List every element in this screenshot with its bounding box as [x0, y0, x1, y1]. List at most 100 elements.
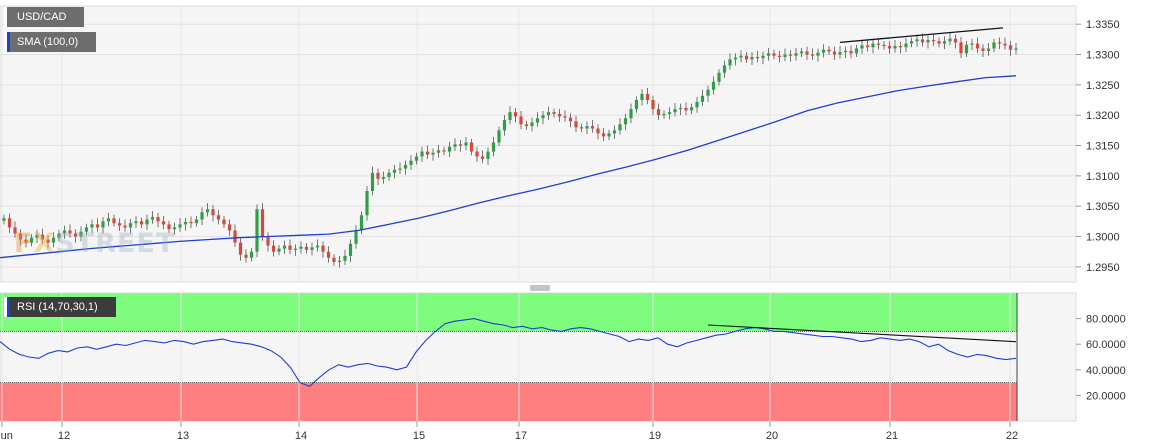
candle-body	[480, 156, 485, 159]
time-tick-label: 19	[649, 430, 661, 442]
candle-body	[337, 260, 342, 262]
price-tick-label: 1.3350	[1086, 19, 1120, 31]
candle-body	[755, 56, 760, 59]
candle-body	[563, 116, 567, 118]
candle-body	[651, 100, 655, 110]
candle-body	[733, 57, 738, 60]
candle-body	[469, 142, 474, 152]
rsi-trendline	[707, 324, 1017, 343]
candle-body	[40, 234, 45, 240]
candle-body	[860, 45, 864, 49]
candle-body	[865, 45, 870, 48]
candle-body	[183, 221, 188, 225]
candle-body	[57, 233, 61, 238]
candle-body	[409, 160, 413, 165]
candle-body	[585, 126, 589, 129]
candle-body	[178, 224, 182, 228]
candle-body	[519, 116, 523, 125]
candle-body	[876, 43, 881, 45]
candle-body	[761, 55, 765, 59]
candle-body	[139, 221, 144, 225]
rsi-tick-label: 40.0000	[1086, 365, 1126, 377]
price-tick-label: 1.3300	[1086, 50, 1120, 62]
candle-body	[524, 124, 529, 127]
candle-body	[904, 43, 908, 48]
candle-body	[981, 48, 985, 51]
candle-body	[436, 150, 441, 153]
candle-body	[101, 221, 105, 228]
sma-line	[0, 75, 1017, 259]
candle-body	[194, 219, 199, 224]
candle-body	[172, 227, 177, 230]
candle-body	[788, 54, 793, 56]
candle-body	[420, 151, 424, 157]
pane-splitter[interactable]	[530, 285, 550, 291]
candle-body	[838, 52, 842, 55]
candle-body	[854, 48, 859, 54]
candle-body	[35, 234, 39, 238]
candle-body	[717, 72, 721, 82]
candle-body	[766, 53, 771, 56]
candle-body	[695, 101, 699, 108]
candle-body	[18, 233, 23, 240]
candle-body	[7, 218, 12, 228]
candle-body	[150, 217, 155, 220]
rsi-line	[0, 318, 1017, 388]
rsi-overbought-zone	[0, 293, 1017, 332]
candle-body	[464, 142, 468, 146]
symbol-label: USD/CAD	[17, 11, 67, 23]
candle-body	[634, 100, 639, 110]
candle-body	[84, 227, 89, 232]
price-tick-label: 1.3150	[1086, 141, 1120, 153]
candle-body	[794, 53, 798, 56]
candle-body	[640, 93, 644, 101]
candle-body	[662, 113, 666, 116]
sma-legend[interactable]: SMA (100,0)	[4, 32, 96, 52]
candle-body	[260, 209, 265, 237]
candle-body	[645, 93, 650, 101]
candle-body	[13, 227, 17, 234]
candle-body	[508, 112, 512, 121]
candle-body	[887, 46, 892, 49]
candle-body	[238, 242, 243, 255]
candle-body	[909, 41, 914, 44]
candle-body	[376, 172, 380, 179]
candle-body	[299, 246, 303, 249]
time-tick-label: 13	[177, 430, 189, 442]
candle-body	[744, 55, 749, 60]
time-axis: Jun 12 13 14 15 17 19 20 21 22	[0, 421, 1018, 442]
candle-body	[750, 56, 754, 60]
candle-body	[46, 239, 50, 243]
candle-body	[849, 50, 853, 54]
time-tick-label: 21	[886, 430, 898, 442]
candle-body	[387, 172, 391, 178]
candle-body	[29, 237, 34, 243]
candle-body	[200, 212, 204, 220]
candle-body	[255, 209, 259, 252]
candle-body	[964, 44, 969, 54]
candle-body	[920, 39, 925, 43]
candle-body	[821, 49, 826, 53]
candle-body	[403, 164, 408, 169]
time-tick-label: Jun	[0, 430, 13, 442]
candle-body	[607, 133, 611, 137]
candle-body	[623, 118, 628, 125]
candle-body	[678, 107, 683, 110]
candle-body	[777, 55, 782, 57]
candle-body	[706, 89, 710, 96]
candle-body	[73, 233, 78, 237]
candle-body	[827, 49, 831, 52]
candle-body	[271, 245, 276, 252]
candle-body	[205, 209, 210, 213]
symbol-legend[interactable]: USD/CAD	[4, 7, 84, 27]
rsi-legend[interactable]: RSI (14,70,30,1)	[4, 297, 116, 317]
candle-body	[266, 236, 270, 246]
candle-body	[953, 38, 958, 43]
candle-body	[288, 245, 292, 250]
candle-body	[348, 243, 353, 256]
time-tick-label: 22	[1006, 430, 1018, 442]
candle-body	[926, 39, 930, 43]
rsi-tick-label: 20.0000	[1086, 390, 1126, 402]
candle-body	[975, 43, 980, 49]
candle-body	[986, 48, 991, 51]
